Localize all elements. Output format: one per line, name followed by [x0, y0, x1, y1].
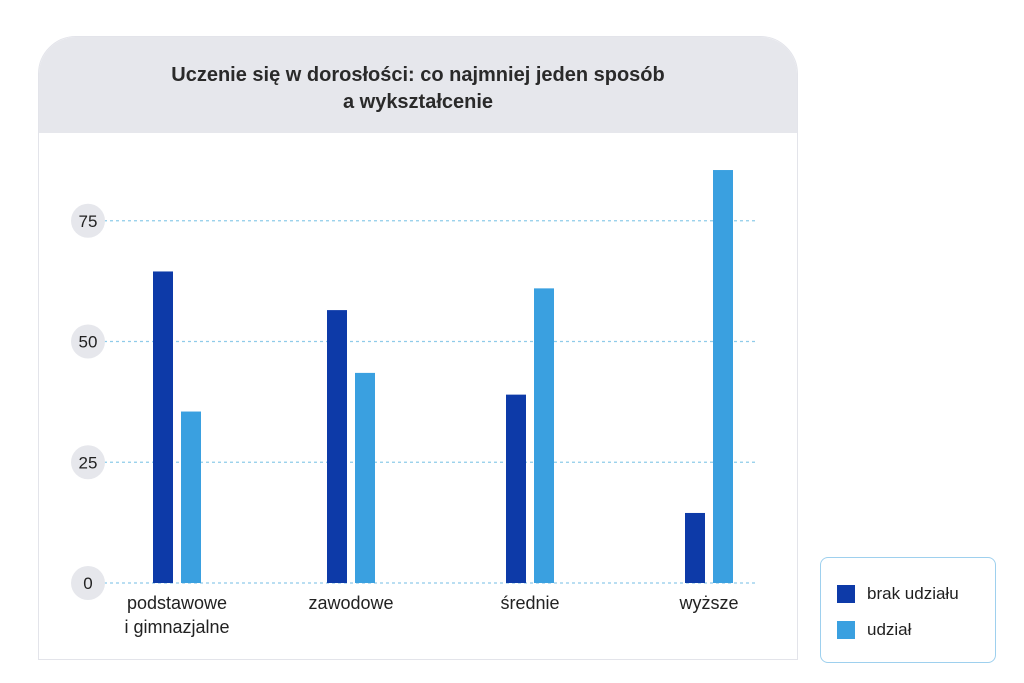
bar-brak-udzialu: [685, 512, 705, 583]
y-tick-label: 0: [83, 574, 92, 593]
chart-title-line-2: a wykształcenie: [342, 91, 494, 113]
y-tick-badge: [71, 203, 105, 238]
y-tick-label: 75: [79, 212, 98, 231]
bar-udzial: [713, 170, 733, 583]
y-tick-badge: [71, 445, 105, 480]
chart-title-line-1: Uczenie się w dorosłości: co najmniej je…: [171, 64, 665, 86]
bar-brak-udzialu: [153, 271, 173, 583]
x-tick-label: zawodowe: [308, 593, 393, 613]
bar-brak-udzialu: [327, 310, 347, 583]
legend-item-brak-udzialu: brak udziału: [837, 584, 959, 604]
legend-label-udzial: udział: [867, 620, 912, 639]
chart-header: Uczenie się w dorosłości: co najmniej je…: [39, 37, 797, 133]
legend-item-udzial: udział: [837, 620, 911, 640]
y-tick-label: 25: [79, 453, 98, 472]
y-tick-badge: [71, 324, 105, 359]
bar-brak-udzialu: [506, 394, 526, 583]
legend-swatch-brak-udzialu: [837, 585, 855, 603]
legend-label-brak-udzialu: brak udziału: [867, 584, 959, 603]
legend-swatch-udzial: [837, 621, 855, 639]
x-tick-label: wyższe: [678, 593, 738, 613]
bar-udzial: [534, 288, 554, 583]
chart-title: Uczenie się w dorosłości: co najmniej je…: [171, 54, 664, 116]
y-tick-badge: [71, 566, 105, 600]
bar-udzial: [181, 411, 201, 583]
bar-udzial: [355, 372, 375, 583]
x-tick-label: średnie: [500, 593, 559, 613]
x-tick-label: podstawowe: [127, 593, 227, 613]
chart-legend: brak udziału udział: [820, 557, 996, 663]
x-tick-label: i gimnazjalne: [124, 617, 229, 637]
y-tick-label: 50: [79, 333, 98, 352]
